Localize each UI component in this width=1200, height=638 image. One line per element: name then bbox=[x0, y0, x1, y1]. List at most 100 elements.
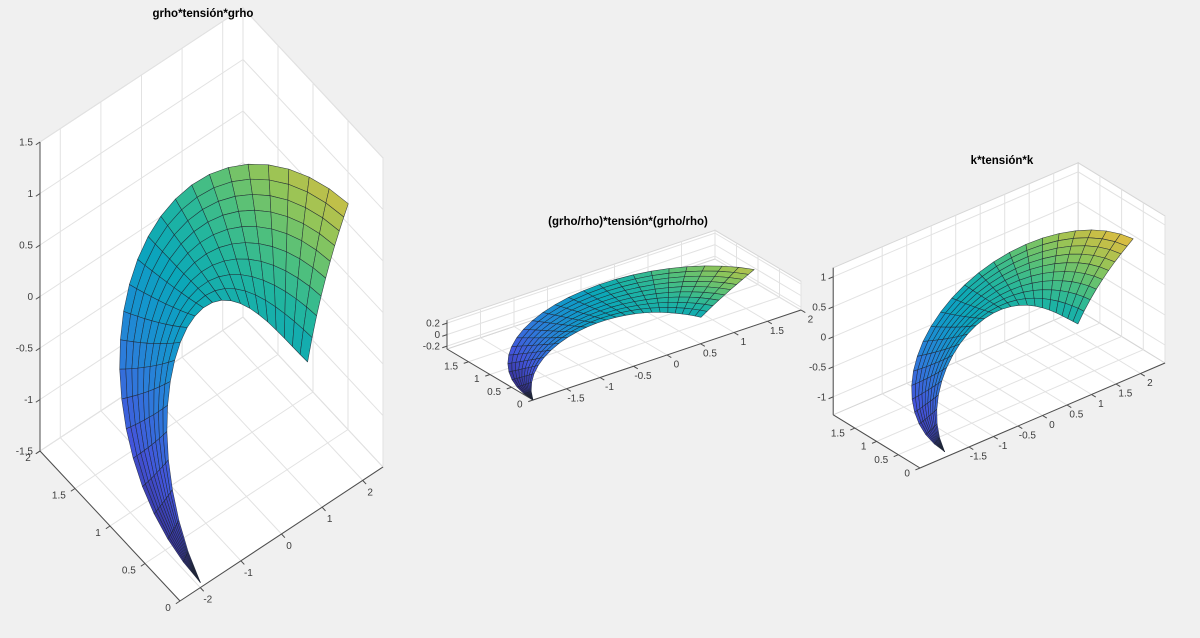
x-axis-tick bbox=[321, 506, 326, 512]
z-axis-tick-label: 1 bbox=[27, 189, 33, 200]
z-axis-tick-label: 1 bbox=[821, 272, 827, 283]
plot-title: grho*tensión*grho bbox=[153, 8, 254, 20]
grid-line bbox=[242, 7, 384, 159]
x-axis-tick-label: 2 bbox=[808, 315, 814, 326]
x-axis-tick-label: -0.5 bbox=[634, 371, 652, 382]
x-axis-tick-label: 0.5 bbox=[1069, 410, 1083, 421]
z-axis-tick bbox=[35, 193, 41, 197]
surface-face bbox=[668, 291, 681, 298]
z-axis-tick-label: -1 bbox=[24, 395, 33, 406]
y-axis-tick-label: 1.5 bbox=[831, 428, 845, 439]
surface-face bbox=[667, 302, 679, 308]
surface-face bbox=[1032, 289, 1043, 299]
grid-line bbox=[242, 59, 384, 210]
y-axis-tick bbox=[915, 467, 921, 471]
surface-face bbox=[1023, 290, 1035, 299]
surface-face bbox=[667, 296, 680, 303]
x-axis-tick bbox=[1017, 425, 1023, 430]
grid-line bbox=[833, 171, 1079, 278]
z-axis-tick bbox=[35, 450, 41, 455]
x-axis-tick-label: 1.5 bbox=[1118, 389, 1132, 400]
x-axis-tick-label: 1.5 bbox=[770, 326, 784, 337]
grid-line bbox=[74, 354, 279, 489]
surface-face bbox=[523, 393, 534, 401]
surface-plot-2: -1.5-1-0.500.511.5200.511.5-0.200.2(grho… bbox=[423, 216, 814, 411]
z-axis-tick bbox=[442, 345, 448, 349]
x-axis-tick bbox=[566, 388, 572, 392]
grid-line bbox=[1077, 291, 1166, 346]
y-axis-tick bbox=[850, 427, 856, 431]
y-axis-tick-label: 0 bbox=[165, 603, 171, 614]
x-axis-tick-label: -1 bbox=[244, 568, 253, 579]
surface-face bbox=[131, 367, 139, 397]
grid-line bbox=[1077, 201, 1166, 256]
z-axis-tick bbox=[828, 396, 834, 400]
surface-face bbox=[934, 442, 945, 452]
z-axis-tick bbox=[35, 399, 41, 403]
surface-mesh bbox=[507, 265, 755, 401]
x-axis-tick-label: 2 bbox=[1147, 378, 1153, 389]
x-axis-tick bbox=[1091, 394, 1097, 398]
surface-face bbox=[656, 297, 669, 304]
x-axis-tick bbox=[1140, 373, 1146, 377]
z-axis-tick-label: 0 bbox=[27, 292, 33, 303]
surface-mesh bbox=[911, 229, 1134, 452]
x-axis-tick-label: -1.5 bbox=[970, 452, 988, 463]
z-axis-tick-label: 1.5 bbox=[19, 138, 33, 149]
y-axis-tick-label: 0.5 bbox=[487, 387, 501, 398]
y-axis-tick bbox=[105, 525, 111, 530]
surface-mesh bbox=[119, 163, 349, 583]
surface-face bbox=[1031, 281, 1043, 291]
grid-line bbox=[714, 232, 802, 285]
x-axis-tick bbox=[240, 560, 245, 565]
surface-plot-3: -1.5-1-0.500.511.5200.511.5-1-0.500.51k*… bbox=[809, 155, 1167, 479]
grid-line bbox=[714, 255, 802, 308]
surface-face bbox=[1042, 271, 1055, 282]
z-axis-tick bbox=[828, 336, 834, 340]
x-axis-tick bbox=[767, 320, 773, 325]
x-axis-tick-label: -1.5 bbox=[567, 393, 585, 404]
y-axis-tick bbox=[506, 386, 512, 390]
x-axis-tick-label: -1 bbox=[998, 441, 1007, 452]
y-axis-tick bbox=[463, 361, 469, 364]
y-axis-tick bbox=[528, 399, 534, 403]
surface-face bbox=[694, 309, 708, 318]
surface-face bbox=[649, 307, 661, 313]
plot-title: (grho/rho)*tensión*(grho/rho) bbox=[548, 216, 708, 228]
x-axis-tick bbox=[599, 377, 605, 381]
x-axis-tick bbox=[1042, 415, 1048, 419]
x-axis-tick bbox=[968, 446, 974, 451]
grid-line bbox=[39, 59, 244, 194]
z-axis-tick bbox=[35, 296, 41, 300]
x-axis-tick bbox=[993, 436, 999, 440]
y-axis-tick-label: 1 bbox=[861, 442, 867, 453]
y-axis-tick-label: 1.5 bbox=[444, 361, 458, 372]
grid-line bbox=[109, 391, 314, 527]
surface-face bbox=[252, 194, 272, 213]
surface-face bbox=[1042, 280, 1053, 291]
z-axis-tick bbox=[442, 334, 448, 337]
grid-line bbox=[39, 110, 244, 246]
surface-face bbox=[1072, 308, 1085, 325]
surface-face bbox=[143, 390, 150, 421]
surface-face bbox=[647, 302, 660, 309]
grid-line bbox=[242, 316, 384, 468]
surface-face bbox=[228, 163, 251, 182]
grid-line bbox=[446, 244, 716, 336]
surface-face bbox=[158, 408, 164, 439]
x-axis-tick bbox=[1066, 404, 1072, 409]
x-axis-tick bbox=[700, 343, 706, 347]
grid-line bbox=[446, 232, 716, 324]
y-axis-tick-label: 1.5 bbox=[52, 491, 66, 502]
y-axis-tick-label: 2 bbox=[25, 453, 31, 464]
x-axis-tick bbox=[733, 332, 739, 336]
grid-line bbox=[511, 296, 780, 388]
z-axis-tick-label: 0 bbox=[821, 332, 827, 343]
surface-face bbox=[299, 329, 313, 363]
x-axis-tick-label: 1 bbox=[1098, 399, 1104, 410]
surface-face bbox=[125, 368, 133, 398]
